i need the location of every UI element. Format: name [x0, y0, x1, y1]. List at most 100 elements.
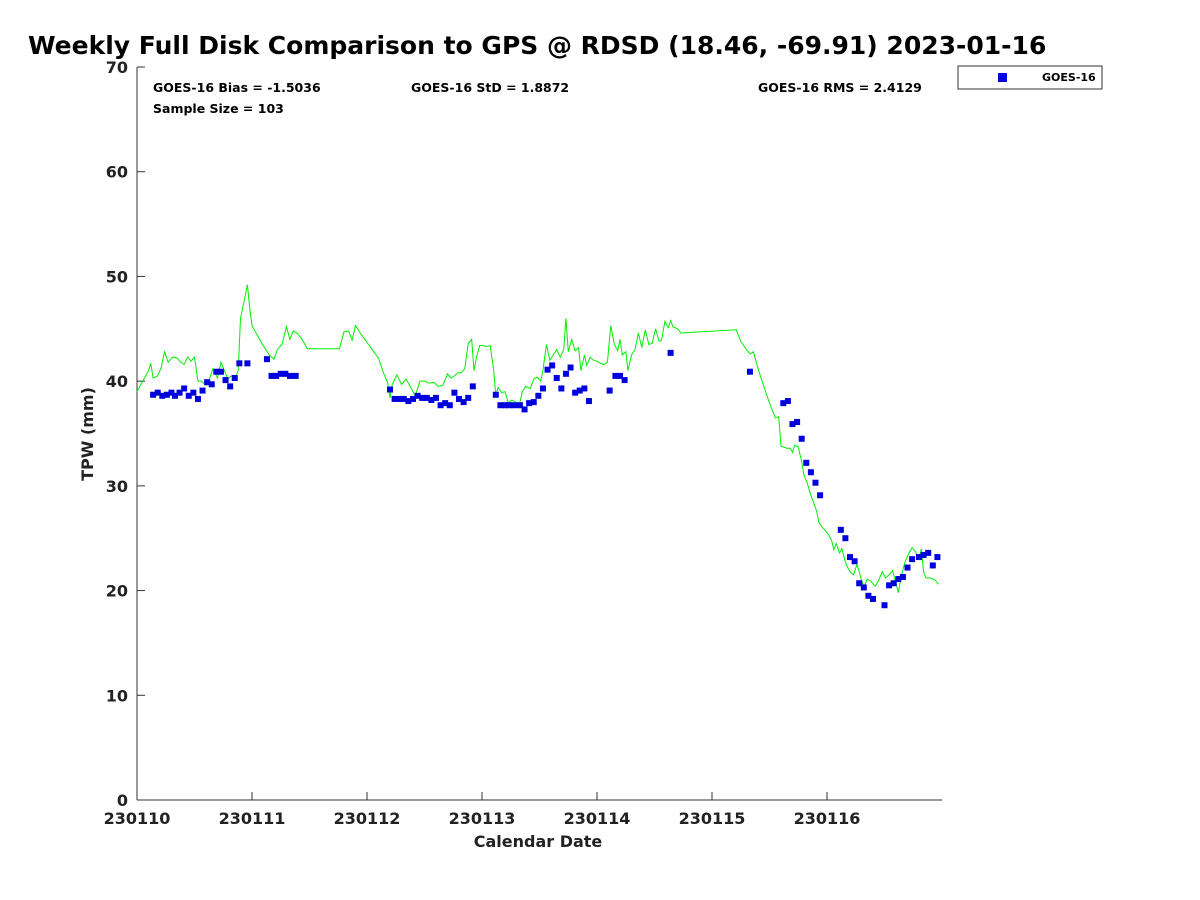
goes-16-point	[567, 364, 574, 371]
legend-box	[957, 65, 1103, 90]
goes-16-point	[856, 580, 863, 587]
goes-16-point	[812, 479, 819, 486]
goes-16-point	[803, 459, 810, 466]
goes-16-point	[576, 387, 583, 394]
goes-16-point	[553, 375, 560, 382]
gps-series-line	[136, 284, 939, 593]
goes-16-point	[465, 394, 472, 401]
legend-marker-goes-16	[998, 73, 1007, 82]
x-tick-label: 230110	[104, 809, 171, 828]
goes-16-point	[746, 368, 753, 375]
y-tick-label: 10	[106, 686, 128, 705]
y-tick-label: 30	[106, 477, 128, 496]
goes-16-point	[244, 360, 251, 367]
goes-16-point	[516, 402, 523, 409]
y-tick-label: 0	[117, 791, 128, 810]
goes-16-point	[391, 395, 398, 402]
x-axis-label: Calendar Date	[474, 832, 603, 851]
goes-16-point	[199, 387, 206, 394]
x-ticks: 230110 230111 230112 230113 230114 230115 2301…	[104, 792, 861, 828]
goes-16-point	[895, 576, 902, 583]
goes-16-point	[842, 535, 849, 542]
goes-16-point	[268, 372, 275, 379]
goes-16-point	[784, 398, 791, 405]
y-tick-label: 50	[106, 267, 128, 286]
goes-16-point	[227, 383, 234, 390]
goes-16-point	[621, 377, 628, 384]
y-axis-label: TPW (mm)	[78, 387, 97, 481]
goes-16-point	[442, 400, 449, 407]
y-tick-label: 70	[106, 58, 128, 77]
goes-16-point	[870, 595, 876, 602]
x-tick-label: 230115	[679, 809, 746, 828]
goes-16-point	[789, 421, 796, 428]
y-ticks: 0 10 20 30 40 50 60 70	[106, 58, 145, 810]
goes-16-point	[581, 385, 588, 392]
goes-16-point	[154, 389, 161, 396]
goes-16-point	[807, 469, 814, 476]
x-tick-label: 230111	[219, 809, 286, 828]
goes-16-point	[934, 554, 941, 561]
goes-16-point	[535, 392, 542, 399]
goes-16-point	[451, 389, 458, 396]
goes-16-point	[446, 402, 453, 409]
goes-16-point	[617, 372, 623, 379]
goes-16-point	[667, 349, 674, 356]
x-tick-label: 230114	[564, 809, 631, 828]
goes-16-point	[506, 402, 513, 409]
goes-16-point	[282, 370, 289, 377]
goes-16-point	[171, 392, 178, 399]
goes-16-point	[521, 406, 528, 413]
goes-16-point	[286, 372, 293, 379]
goes-16-point	[606, 387, 613, 394]
goes-16-point	[612, 372, 619, 379]
goes-16-point	[909, 556, 916, 563]
goes-16-point	[929, 562, 936, 569]
plot-area: 230110 230111 230112 230113 230114 230115 2301…	[104, 58, 942, 828]
goes-16-point	[181, 385, 188, 392]
goes-16-point	[419, 394, 426, 401]
goes-16-point	[277, 370, 284, 377]
goes-16-point	[497, 402, 504, 409]
chart-title: Weekly Full Disk Comparison to GPS @ RDS…	[28, 31, 1046, 60]
goes-16-point	[585, 398, 592, 405]
goes-16-point	[433, 394, 439, 401]
goes-16-point	[222, 377, 229, 384]
goes-16-point	[400, 395, 407, 402]
goes-16-point	[460, 399, 467, 406]
goes-16-point	[423, 394, 430, 401]
x-tick-label: 230112	[334, 809, 401, 828]
stat-bias: GOES-16 Bias = -1.5036	[153, 80, 321, 95]
goes-16-point	[194, 395, 201, 402]
goes-16-point	[208, 381, 215, 388]
goes-16-point	[185, 392, 192, 399]
stat-std: GOES-16 StD = 1.8872	[411, 80, 569, 95]
goes-16-point	[511, 402, 518, 409]
goes-16-point	[176, 389, 183, 396]
goes-16-point	[530, 399, 537, 406]
goes-16-point	[549, 362, 556, 369]
goes-16-point	[456, 395, 462, 402]
goes-16-point	[428, 396, 435, 403]
stat-rms: GOES-16 RMS = 2.4129	[758, 80, 922, 95]
goes-16-point	[231, 375, 238, 382]
goes-16-point	[492, 391, 499, 398]
goes-16-point	[558, 385, 565, 392]
y-tick-label: 40	[106, 372, 128, 391]
goes-16-point	[292, 372, 299, 379]
goes-16-point	[886, 582, 893, 589]
x-tick-label: 230116	[794, 809, 861, 828]
goes-16-point	[213, 368, 220, 375]
goes-16-point	[925, 549, 932, 556]
goes-16-point	[860, 584, 867, 591]
goes-16-point	[920, 551, 927, 558]
goes-16-point	[396, 395, 403, 402]
goes-16-point	[780, 400, 787, 407]
legend-label-goes-16: GOES-16	[1042, 71, 1096, 84]
goes-16-point	[168, 389, 175, 396]
goes-16-point	[904, 564, 911, 571]
goes-16-point	[526, 400, 533, 407]
goes-16-point	[190, 389, 197, 396]
goes-16-point	[410, 395, 416, 402]
goes-16-point	[572, 389, 579, 396]
